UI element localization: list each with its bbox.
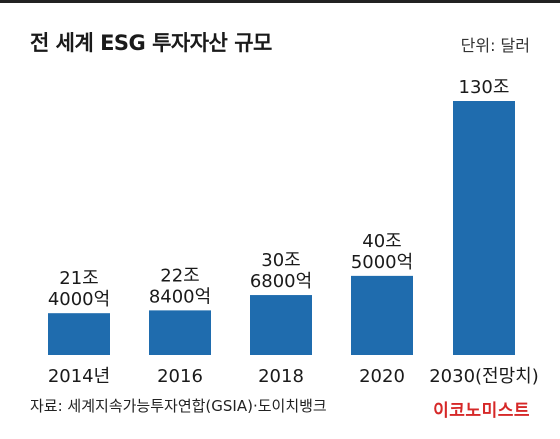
- value-label-2-1: 6800억: [250, 271, 312, 292]
- bar-3: [351, 275, 413, 355]
- category-label-1: 2016: [157, 366, 203, 387]
- value-label-2-0: 30조: [261, 250, 300, 271]
- value-label-3-1: 5000억: [351, 252, 413, 273]
- value-label-1-1: 8400억: [149, 286, 211, 307]
- value-label-1-0: 22조: [160, 265, 199, 286]
- source-note: 자료: 세계지속가능투자연합(GSIA)·도이치뱅크: [30, 397, 327, 415]
- value-label-0-1: 4000억: [48, 289, 110, 310]
- bar-4: [453, 101, 515, 355]
- category-label-2: 2018: [258, 366, 304, 387]
- value-label-4-0: 130조: [459, 77, 510, 98]
- value-label-3-0: 40조: [362, 231, 401, 252]
- top-rule: [0, 0, 560, 3]
- bar-0: [48, 313, 110, 355]
- chart-title: 전 세계 ESG 투자자산 규모: [30, 31, 272, 55]
- category-label-0: 2014년: [48, 366, 110, 387]
- bar-2: [250, 295, 312, 355]
- bar-1: [149, 310, 211, 355]
- category-label-4: 2030(전망치): [429, 366, 539, 387]
- value-label-0-0: 21조: [59, 268, 98, 289]
- unit-label: 단위: 달러: [460, 36, 530, 55]
- brand-logo: 이코노미스트: [433, 401, 530, 421]
- category-label-3: 2020: [359, 366, 405, 387]
